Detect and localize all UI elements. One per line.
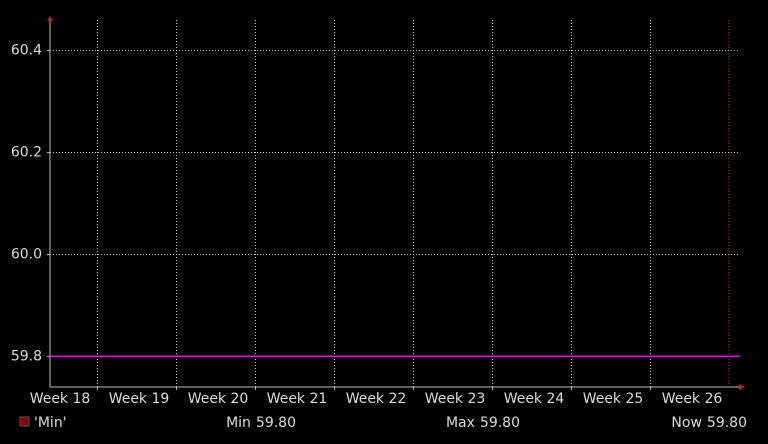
stat-value: 59.80 <box>480 415 520 431</box>
stat: Now 59.80 <box>671 415 747 431</box>
x-tick-label: Week 19 <box>109 391 170 407</box>
stat: Max 59.80 <box>446 415 520 431</box>
x-tick-label: Week 23 <box>425 391 486 407</box>
x-tick-label: Week 22 <box>346 391 407 407</box>
x-axis-arrow <box>739 384 745 390</box>
x-tick-label: Week 21 <box>267 391 328 407</box>
x-tick-label: Week 20 <box>188 391 249 407</box>
x-tick-label: Week 24 <box>504 391 565 407</box>
y-tick-label: 60.4 <box>11 43 42 59</box>
stat-name: Max <box>446 415 475 431</box>
y-tick-label: 60.2 <box>11 145 42 161</box>
y-tick-label: 60.0 <box>11 246 42 262</box>
stat: Min 59.80 <box>226 415 296 431</box>
x-tick-label: Week 25 <box>583 391 644 407</box>
x-tick-label: Week 18 <box>30 391 91 407</box>
stat-value: 59.80 <box>256 415 296 431</box>
stat-name: Now <box>671 415 702 431</box>
stat-value: 59.80 <box>707 415 747 431</box>
y-tick-label: 59.8 <box>11 348 42 364</box>
legend-label: 'Min' <box>34 415 67 431</box>
x-tick-label: Week 26 <box>662 391 723 407</box>
legend-swatch <box>19 416 30 427</box>
y-axis-arrow <box>47 16 53 21</box>
stat-name: Min <box>226 415 251 431</box>
